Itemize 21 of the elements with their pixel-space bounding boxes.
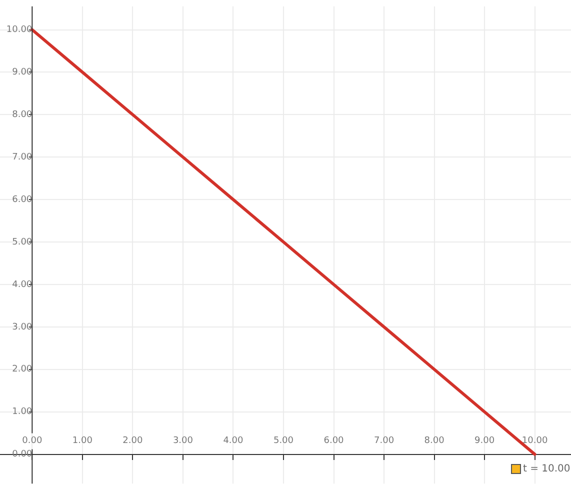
- x-tick-label: 2.00: [122, 436, 143, 446]
- annotation: t = 10.00: [523, 464, 570, 475]
- y-tick-label: 8.00: [12, 110, 32, 120]
- x-tick-label: 6.00: [324, 436, 344, 446]
- x-tick-label: 1.00: [72, 436, 93, 446]
- y-tick-label: 1.00: [12, 407, 32, 418]
- y-tick-label: 9.00: [12, 68, 32, 78]
- x-tick-label: 0.00: [22, 436, 42, 446]
- y-tick-label: 4.00: [12, 280, 32, 290]
- y-tick-label: 6.00: [12, 194, 32, 205]
- y-tick-label: 7.00: [12, 152, 32, 162]
- x-tick-label: 5.00: [273, 436, 294, 446]
- x-tick-label: 7.00: [374, 436, 394, 446]
- x-tick-label: 9.00: [474, 436, 495, 446]
- x-tick-label: 10.00: [522, 436, 548, 446]
- y-tick-label: 2.00: [12, 364, 32, 375]
- x-tick-label: 8.00: [424, 436, 445, 446]
- y-tick-label: 3.00: [12, 322, 32, 332]
- y-tick-label: 5.00: [12, 237, 32, 248]
- x-tick-label: 4.00: [223, 436, 244, 446]
- x-tick-label: 3.00: [172, 436, 194, 446]
